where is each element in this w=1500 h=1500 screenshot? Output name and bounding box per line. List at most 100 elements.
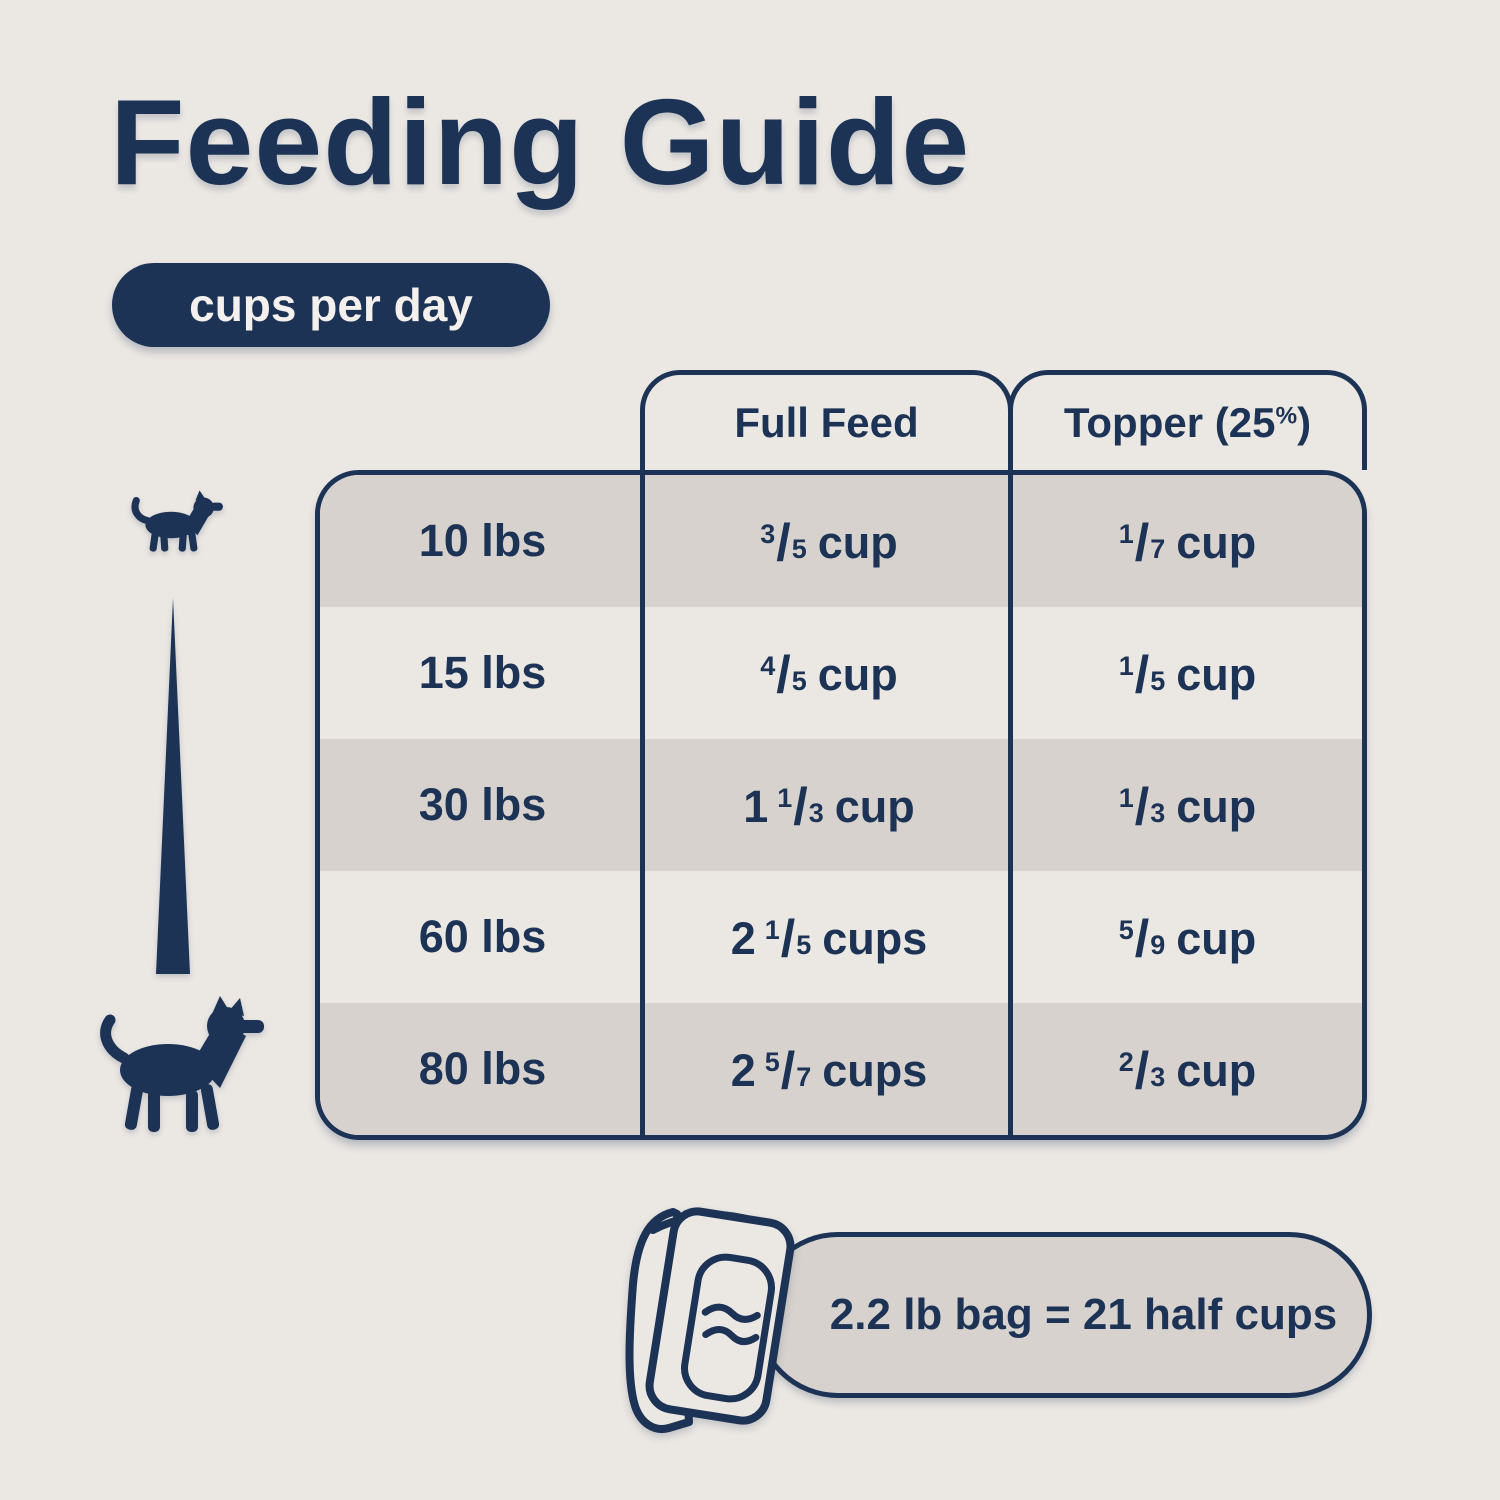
fraction-denominator: 3 (1150, 798, 1166, 828)
large-dog-icon (80, 996, 268, 1142)
fraction-slash: / (1134, 778, 1150, 836)
page-title: Feeding Guide (110, 74, 971, 210)
bag-yield-text: 2.2 lb bag = 21 half cups (829, 1290, 1338, 1339)
fraction: 2/3 (1118, 1039, 1166, 1100)
column-divider (1008, 475, 1013, 1135)
fraction: 1/5 (1118, 643, 1166, 704)
fraction-slash: / (776, 646, 791, 704)
fraction: 4/5 (760, 643, 807, 704)
fraction-denominator: 7 (1150, 534, 1166, 564)
unit-label: cup (817, 517, 898, 568)
weight-cell: 60 lbs (320, 871, 645, 1003)
column-header-label: Full Feed (734, 398, 919, 446)
column-header-label: Topper (25%) (1063, 398, 1312, 446)
subtitle-text: cups per day (189, 279, 473, 331)
table-body: 10 lbs 3/5 cup 1/7 cup 15 lbs 4/5 cup 1/5 cup 30 l… (315, 470, 1367, 1140)
fraction-denominator: 3 (1150, 1062, 1166, 1092)
fraction-numerator: 5 (764, 1047, 780, 1077)
fraction-numerator: 3 (760, 519, 776, 549)
unit-label: cup (1176, 781, 1257, 832)
fraction-slash: / (780, 1042, 796, 1100)
bag-yield-pill: 2.2 lb bag = 21 half cups (755, 1232, 1372, 1398)
unit-label: cup (1176, 913, 1257, 964)
table-rows: 10 lbs 3/5 cup 1/7 cup 15 lbs 4/5 cup 1/5 cup 30 l… (320, 475, 1362, 1135)
fraction-slash: / (780, 910, 796, 968)
full-feed-amount: 3/5 cup (760, 511, 898, 572)
amount-cell: 5/9 cup (1013, 871, 1362, 1003)
table-row: 80 lbs 2 5/7 cups 2/3 cup (320, 1003, 1362, 1135)
unit-label: cups (822, 913, 928, 964)
weight-label: 10 lbs (418, 515, 547, 566)
fraction-numerator: 5 (1118, 915, 1134, 945)
fraction-numerator: 1 (1118, 783, 1134, 813)
full-feed-amount: 2 5/7 cups (730, 1039, 928, 1100)
column-header-full-feed: Full Feed (640, 370, 1013, 470)
fraction-numerator: 2 (1118, 1047, 1134, 1077)
full-feed-amount: 1 1/3 cup (743, 775, 915, 836)
small-dog-icon (122, 490, 224, 556)
fraction: 3/5 (760, 511, 807, 572)
food-bag-icon (603, 1186, 805, 1452)
topper-amount: 1/7 cup (1119, 511, 1257, 572)
fraction-denominator: 3 (808, 798, 824, 828)
fraction: 5/9 (1118, 907, 1166, 968)
full-feed-amount: 4/5 cup (760, 643, 898, 704)
fraction-denominator: 5 (796, 930, 812, 960)
fraction-denominator: 5 (791, 534, 807, 564)
percent-superscript: % (1275, 402, 1298, 430)
weight-cell: 30 lbs (320, 739, 645, 871)
column-header-topper: Topper (25%) (1008, 370, 1367, 470)
weight-cell: 80 lbs (320, 1003, 645, 1135)
fraction: 1/5 (764, 907, 812, 968)
fraction: 1/7 (1119, 511, 1166, 572)
fraction: 1/3 (1118, 775, 1166, 836)
amount-cell: 3/5 cup (645, 475, 1013, 607)
fraction-slash: / (1134, 1042, 1150, 1100)
fraction-numerator: 1 (764, 915, 780, 945)
topper-amount: 2/3 cup (1118, 1039, 1257, 1100)
fraction-slash: / (1134, 910, 1150, 968)
unit-label: cup (834, 781, 915, 832)
fraction-numerator: 4 (760, 651, 776, 681)
full-feed-amount: 2 1/5 cups (730, 907, 928, 968)
fraction: 5/7 (764, 1039, 812, 1100)
weight-cell: 10 lbs (320, 475, 645, 607)
feeding-table: Full Feed Topper (25%) 10 lbs 3/5 cup 1/7 cu… (315, 370, 1367, 1140)
table-row: 30 lbs 1 1/3 cup 1/3 cup (320, 739, 1362, 871)
fraction-numerator: 1 (1118, 651, 1134, 681)
column-divider (640, 475, 645, 1135)
unit-label: cup (817, 649, 898, 700)
whole-number: 2 (730, 913, 756, 964)
weight-label: 60 lbs (418, 911, 547, 962)
fraction: 1/3 (777, 775, 824, 836)
table-row: 15 lbs 4/5 cup 1/5 cup (320, 607, 1362, 739)
amount-cell: 2/3 cup (1013, 1003, 1362, 1135)
size-scale-wedge (156, 598, 190, 974)
whole-number: 1 (743, 781, 769, 832)
unit-label: cup (1176, 517, 1257, 568)
weight-cell: 15 lbs (320, 607, 645, 739)
amount-cell: 2 1/5 cups (645, 871, 1013, 1003)
unit-label: cup (1176, 1045, 1257, 1096)
amount-cell: 4/5 cup (645, 607, 1013, 739)
topper-amount: 1/3 cup (1118, 775, 1257, 836)
weight-label: 15 lbs (418, 647, 547, 698)
fraction-denominator: 5 (791, 666, 807, 696)
fraction-numerator: 1 (777, 783, 793, 813)
fraction-slash: / (776, 514, 791, 572)
topper-amount: 5/9 cup (1118, 907, 1257, 968)
fraction-denominator: 9 (1150, 930, 1166, 960)
fraction-denominator: 5 (1150, 666, 1166, 696)
fraction-slash: / (793, 778, 808, 836)
amount-cell: 1/3 cup (1013, 739, 1362, 871)
table-row: 10 lbs 3/5 cup 1/7 cup (320, 475, 1362, 607)
whole-number: 2 (730, 1045, 756, 1096)
subtitle-pill: cups per day (112, 263, 550, 347)
weight-label: 80 lbs (418, 1043, 547, 1094)
unit-label: cup (1176, 649, 1257, 700)
fraction-slash: / (1134, 514, 1150, 572)
amount-cell: 2 5/7 cups (645, 1003, 1013, 1135)
amount-cell: 1/7 cup (1013, 475, 1362, 607)
table-row: 60 lbs 2 1/5 cups 5/9 cup (320, 871, 1362, 1003)
